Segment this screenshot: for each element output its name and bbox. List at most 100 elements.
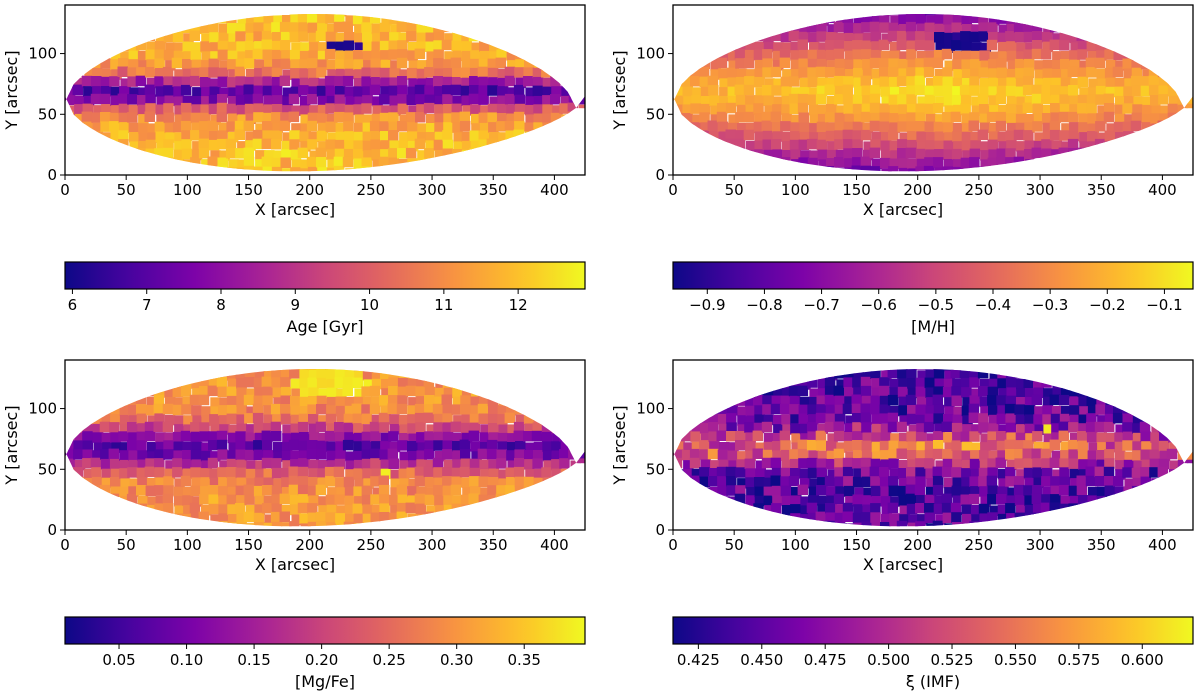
map-cell bbox=[798, 58, 809, 69]
map-cell bbox=[726, 413, 737, 424]
map-cell bbox=[735, 395, 746, 406]
map-cell bbox=[790, 495, 801, 506]
map-cell bbox=[354, 96, 365, 107]
map-cell bbox=[699, 440, 710, 451]
map-cell bbox=[1131, 467, 1143, 479]
map-cell bbox=[180, 430, 192, 442]
map-cell bbox=[890, 150, 901, 161]
map-cell bbox=[780, 449, 792, 461]
map-cell bbox=[1096, 369, 1107, 380]
map-cell bbox=[261, 156, 273, 168]
map-cell bbox=[1157, 421, 1169, 433]
map-cell bbox=[533, 95, 545, 107]
map-cell bbox=[109, 148, 120, 159]
map-cell bbox=[379, 14, 390, 15]
map-cell bbox=[343, 148, 355, 160]
map-cell bbox=[824, 14, 836, 24]
map-cell bbox=[82, 377, 93, 388]
map-cell bbox=[744, 422, 755, 433]
map-cell bbox=[988, 369, 999, 371]
map-cell bbox=[335, 131, 347, 143]
map-cell bbox=[1042, 522, 1053, 527]
map-cell bbox=[561, 78, 572, 89]
map-cell bbox=[1041, 31, 1053, 43]
map-cell bbox=[692, 369, 703, 372]
map-cell bbox=[111, 105, 122, 116]
map-cell bbox=[934, 149, 945, 160]
map-cell bbox=[136, 413, 148, 425]
map-cell bbox=[1149, 139, 1160, 150]
map-cell bbox=[808, 104, 820, 116]
map-cell bbox=[246, 460, 257, 471]
map-cell bbox=[818, 159, 829, 170]
map-cell bbox=[689, 448, 701, 460]
map-cell bbox=[1040, 502, 1052, 514]
x-axis-label: X [arcsec] bbox=[255, 555, 335, 574]
map-cell bbox=[988, 32, 999, 43]
map-cell bbox=[379, 40, 391, 52]
map-cell bbox=[989, 15, 1000, 26]
map-cell bbox=[578, 495, 585, 506]
map-cell bbox=[682, 369, 693, 371]
map-cell bbox=[943, 95, 955, 107]
map-cell bbox=[952, 122, 964, 134]
map-cell bbox=[462, 14, 473, 17]
map-cell bbox=[1176, 369, 1188, 380]
map-cell bbox=[488, 369, 499, 371]
map-cell bbox=[460, 458, 471, 469]
map-cell bbox=[1186, 459, 1193, 471]
map-cell bbox=[480, 487, 491, 498]
map-cell bbox=[550, 413, 561, 424]
map-cell bbox=[478, 130, 489, 141]
map-cell bbox=[532, 67, 544, 79]
map-cell bbox=[550, 94, 561, 105]
x-tick-label: 400 bbox=[1148, 536, 1177, 554]
map-cell bbox=[470, 396, 481, 407]
map-cell bbox=[101, 477, 113, 489]
map-cell bbox=[182, 495, 193, 506]
map-cell bbox=[246, 505, 257, 516]
map-cell bbox=[559, 369, 570, 370]
map-cell bbox=[200, 486, 211, 497]
map-cell bbox=[469, 130, 480, 141]
map-cell bbox=[316, 449, 327, 460]
map-cell bbox=[692, 114, 703, 125]
map-cell bbox=[120, 51, 131, 62]
map-cell bbox=[415, 369, 426, 379]
map-cell bbox=[1097, 442, 1108, 453]
map-cell bbox=[109, 458, 121, 470]
map-cell bbox=[852, 121, 864, 133]
map-cell bbox=[673, 413, 684, 425]
map-cell bbox=[1114, 32, 1126, 44]
map-cell bbox=[1061, 69, 1072, 80]
map-cell bbox=[253, 112, 264, 123]
map-cell bbox=[952, 495, 963, 506]
map-cell bbox=[908, 168, 919, 172]
map-cell bbox=[173, 158, 185, 170]
map-cell bbox=[180, 102, 192, 114]
map-cell bbox=[408, 397, 419, 408]
map-cell bbox=[488, 77, 499, 88]
map-cell bbox=[763, 432, 775, 444]
map-cell bbox=[1141, 131, 1152, 142]
map-cell bbox=[1006, 113, 1017, 124]
map-cell bbox=[932, 448, 944, 460]
map-cell bbox=[682, 86, 693, 97]
map-cell bbox=[147, 123, 158, 134]
map-cell bbox=[209, 414, 220, 425]
map-cell bbox=[843, 14, 854, 15]
map-cell bbox=[469, 422, 481, 434]
map-cell bbox=[1078, 396, 1089, 407]
map-cell bbox=[716, 21, 728, 33]
map-cell bbox=[397, 395, 408, 406]
map-cell bbox=[1096, 486, 1108, 498]
map-cell bbox=[354, 69, 365, 80]
map-cell bbox=[189, 75, 201, 87]
map-cell bbox=[1176, 476, 1188, 488]
map-cell bbox=[325, 139, 336, 150]
map-cell bbox=[73, 395, 85, 407]
map-cell bbox=[334, 458, 346, 470]
map-cell bbox=[1014, 404, 1025, 415]
map-cell bbox=[524, 104, 536, 116]
map-cell bbox=[570, 24, 581, 35]
